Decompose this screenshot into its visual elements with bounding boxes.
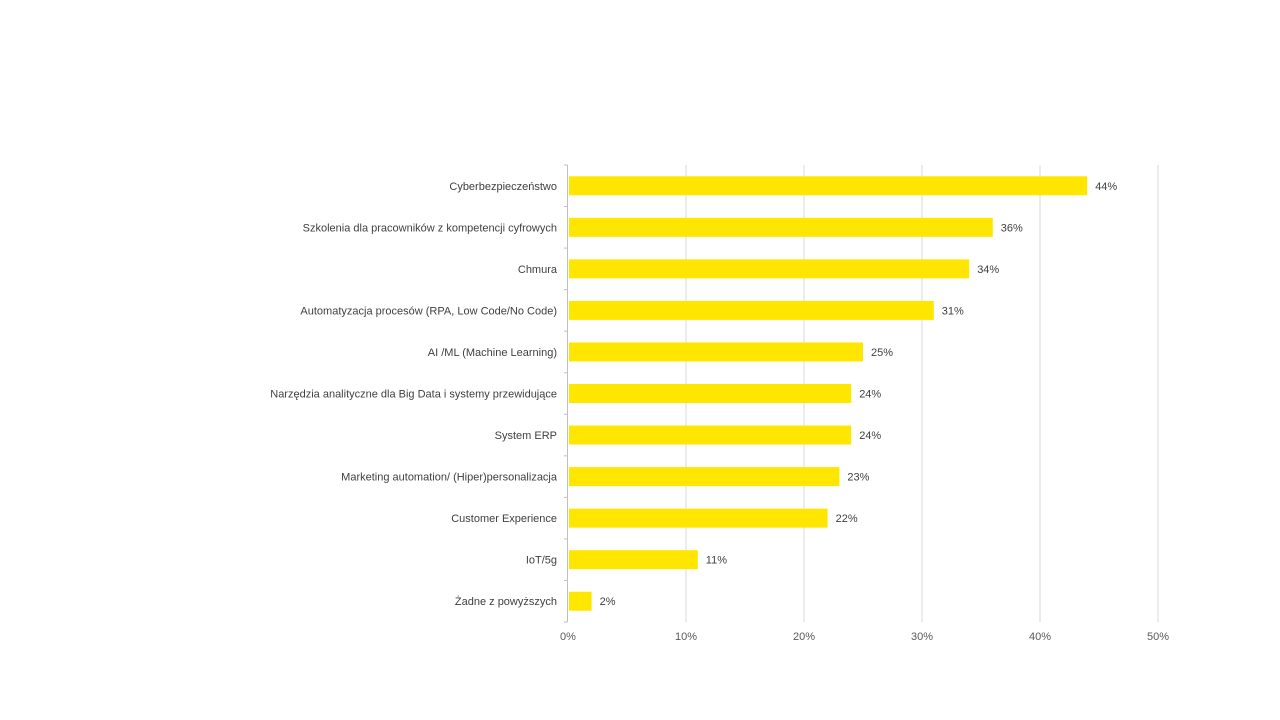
bar xyxy=(569,508,828,528)
bar xyxy=(569,259,970,279)
bar xyxy=(569,300,934,320)
x-tick-label: 30% xyxy=(911,631,933,643)
category-label: Customer Experience xyxy=(451,513,557,525)
category-label: Marketing automation/ (Hiper)personaliza… xyxy=(341,472,558,484)
data-label: 24% xyxy=(859,389,881,401)
category-label: Żadne z powyższych xyxy=(455,595,557,608)
x-tick-label: 40% xyxy=(1029,631,1051,643)
x-tick-label: 20% xyxy=(793,631,815,643)
bar xyxy=(569,342,863,362)
category-label: Szkolenia dla pracowników z kompetencji … xyxy=(303,222,557,234)
x-tick-label: 50% xyxy=(1147,631,1169,643)
data-label: 23% xyxy=(847,472,869,484)
category-label: AI /ML (Machine Learning) xyxy=(428,347,557,359)
bar xyxy=(569,467,840,487)
bar xyxy=(569,425,852,445)
data-label: 24% xyxy=(859,430,881,442)
data-label: 34% xyxy=(977,264,999,276)
category-label: IoT/5g xyxy=(526,555,557,567)
bar xyxy=(569,176,1088,196)
bar xyxy=(569,550,698,570)
data-label: 31% xyxy=(942,305,964,317)
category-label: Narzędzia analityczne dla Big Data i sys… xyxy=(270,389,557,401)
data-label: 36% xyxy=(1001,222,1023,234)
data-label: 22% xyxy=(836,513,858,525)
bar xyxy=(569,591,592,611)
data-label: 11% xyxy=(706,555,727,567)
category-label: Chmura xyxy=(518,264,558,276)
bar xyxy=(569,384,852,403)
data-label: 44% xyxy=(1095,181,1117,193)
x-tick-label: 0% xyxy=(560,631,576,643)
category-label: Automatyzacja procesów (RPA, Low Code/No… xyxy=(300,305,557,317)
category-label: Cyberbezpieczeństwo xyxy=(449,181,557,193)
data-label: 2% xyxy=(600,596,616,608)
bar xyxy=(569,217,993,237)
x-tick-label: 10% xyxy=(675,631,697,643)
data-label: 25% xyxy=(871,347,893,359)
category-label: System ERP xyxy=(495,430,557,442)
